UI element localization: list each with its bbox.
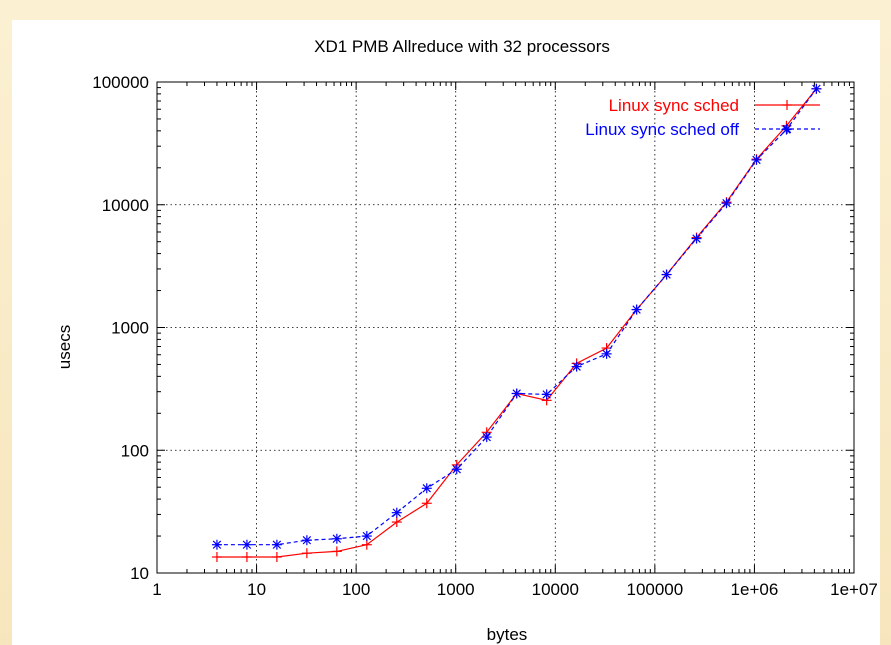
chart-svg: XD1 PMB Allreduce with 32 processors 1 10… <box>55 37 878 644</box>
data-point <box>542 390 551 399</box>
data-point <box>692 234 701 243</box>
x-tick-label: 1 <box>152 580 161 599</box>
data-point <box>422 484 431 493</box>
data-point <box>482 432 491 442</box>
data-point <box>332 534 342 544</box>
data-point <box>512 389 521 398</box>
data-point <box>602 349 611 359</box>
x-tick-label: 100 <box>342 580 370 599</box>
legend-label: Linux sync sched off <box>585 120 739 139</box>
legend-marker <box>782 124 792 134</box>
y-tick-label: 100000 <box>92 73 149 92</box>
x-tick-label: 1000 <box>437 580 475 599</box>
series-1 <box>211 83 822 563</box>
y-tick-label: 10000 <box>102 196 149 215</box>
data-point <box>752 155 761 165</box>
data-point <box>452 465 461 474</box>
grid <box>157 82 854 573</box>
x-axis-label: bytes <box>487 625 528 644</box>
series-2 <box>211 83 822 550</box>
y-tick-label: 10 <box>130 564 149 583</box>
x-tick-label: 1e+06 <box>731 580 779 599</box>
x-tick-label: 100000 <box>626 580 683 599</box>
legend: Linux sync sched Linux sync sched off <box>585 96 820 139</box>
chart-title: XD1 PMB Allreduce with 32 processors <box>314 37 610 56</box>
data-point <box>392 508 402 517</box>
series-line <box>216 88 817 546</box>
y-tick-label: 100 <box>121 441 149 460</box>
axes <box>156 81 855 574</box>
data-point <box>302 535 312 545</box>
legend-label: Linux sync sched <box>609 96 739 115</box>
data-point <box>722 198 731 208</box>
data-point <box>212 540 222 549</box>
x-tick-label: 1e+07 <box>830 580 878 599</box>
x-tick-label: 10 <box>247 580 266 599</box>
data-point <box>812 84 821 94</box>
y-axis-label: usecs <box>55 325 74 369</box>
data-point <box>362 531 372 541</box>
data-point <box>632 305 641 314</box>
x-tick-label: 10000 <box>532 580 579 599</box>
chart-panel: XD1 PMB Allreduce with 32 processors 1 10… <box>12 20 880 645</box>
data-point <box>662 270 671 279</box>
data-point <box>272 540 282 549</box>
series-group <box>211 83 822 563</box>
tick-labels: 1 10 100 1000 10000 100000 1e+06 1e+07101001000… <box>92 73 878 599</box>
data-point <box>242 540 252 549</box>
data-point <box>572 362 581 371</box>
series-line <box>216 88 817 558</box>
y-tick-label: 1000 <box>111 319 149 338</box>
